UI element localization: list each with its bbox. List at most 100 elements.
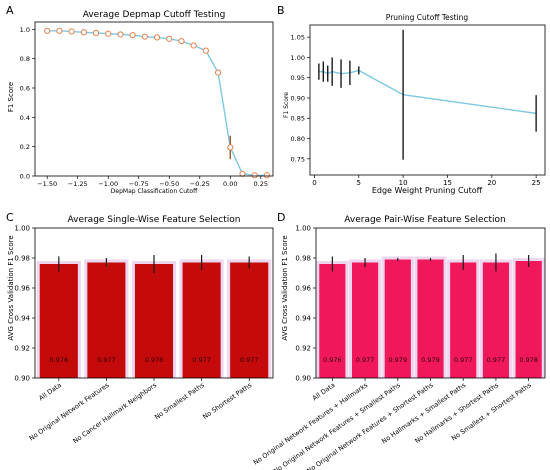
x-tick-label: 15 — [443, 179, 452, 187]
y-tick-label: 0.98 — [295, 255, 311, 263]
bar-value-label: 0.977 — [192, 356, 211, 364]
data-point — [105, 30, 112, 37]
y-tick-label: 0.6 — [20, 85, 30, 93]
panel-a-ticks: −1.50 −1.25 −1.00 −0.75 −0.50 −0.25 0.00 0.25 0.… — [20, 26, 268, 188]
series-line — [318, 69, 537, 115]
x-tick-label: −0.75 — [129, 180, 149, 188]
data-point — [56, 27, 63, 34]
bar-value-label: 0.976 — [145, 356, 164, 364]
series-line — [47, 30, 267, 176]
x-tick-label: No Original Network Features + Hallmarks — [252, 381, 370, 467]
data-point — [178, 37, 185, 45]
y-tick-label: 1.05 — [291, 34, 305, 42]
panel-d-plot-frame — [315, 227, 546, 379]
y-tick-label: 0.92 — [295, 345, 311, 353]
y-tick-label: 0.96 — [295, 285, 311, 293]
panel-a-title: Average Depmap Cutoff Testing — [83, 10, 226, 20]
y-tick-label: 0.85 — [291, 115, 305, 123]
bar-value-label: 0.977 — [240, 356, 259, 364]
bar-value-label: 0.977 — [454, 356, 473, 364]
panel-c-plot-frame — [34, 227, 274, 379]
y-tick-label: 0.90 — [291, 94, 305, 102]
panel-a-x-axis-label: DepMap Classification Cutoff — [111, 188, 198, 195]
x-tick-label: −1.50 — [37, 180, 57, 188]
bar — [319, 264, 346, 378]
panel-b-ticks: 0 5 10 15 20 25 0.75 0.80 0.85 0.90 0.95 1.00 1.05 — [291, 34, 541, 187]
panel-c-title: Average Single-Wise Feature Selection — [67, 215, 240, 225]
bar — [87, 262, 126, 378]
y-tick-label: 0.2 — [20, 143, 30, 151]
y-tick-label: 0.4 — [20, 114, 30, 122]
x-tick-label: 20 — [487, 179, 496, 187]
panel-c-y-axis-label: AVG Cross Validation F1 Score — [7, 235, 15, 340]
panel-a-y-axis-label: F1 Score — [7, 82, 15, 112]
y-tick-label: 0.75 — [291, 155, 305, 163]
panel-b-plot-frame — [309, 24, 546, 176]
x-tick-label: 0 — [312, 179, 316, 187]
panel-b-letter: B — [277, 4, 285, 17]
y-tick-label: 1.0 — [20, 26, 30, 34]
x-tick-label: 25 — [532, 179, 541, 187]
bar — [351, 262, 379, 378]
data-point — [68, 28, 75, 35]
data-point — [129, 32, 136, 39]
panel-d-title: Average Pair-Wise Feature Selection — [344, 215, 506, 225]
y-tick-label: 0.90 — [14, 375, 30, 383]
data-point — [44, 27, 51, 34]
panel-d-marks: 0.976 0.977 0.979 0.979 0.977 0.977 0.978 — [316, 253, 545, 378]
panel-c: C Average Single-Wise Feature Selection … — [6, 211, 274, 445]
data-point — [263, 172, 270, 179]
panel-b-y-axis-label: F1 Score — [283, 92, 290, 118]
panel-b-x-axis-label: Edge Weight Pruning Cutoff — [372, 186, 483, 195]
panel-b-marks — [318, 29, 537, 160]
x-tick-label: All Data — [37, 381, 63, 402]
y-tick-label: 0.96 — [14, 285, 30, 293]
data-point — [214, 69, 222, 76]
x-tick-label: No Smallest Paths — [153, 381, 206, 422]
data-point — [80, 29, 87, 36]
x-tick-label: −0.50 — [159, 180, 179, 188]
data-point — [117, 31, 124, 38]
y-tick-label: 0.80 — [291, 135, 305, 143]
bar-value-label: 0.978 — [519, 356, 538, 364]
bar-value-label: 0.977 — [97, 356, 116, 364]
y-tick-label: 0.94 — [14, 315, 30, 323]
bar — [384, 259, 411, 378]
x-tick-label: 0.25 — [254, 180, 268, 188]
bar — [417, 259, 444, 378]
bar — [450, 262, 477, 378]
y-tick-label: 1.00 — [291, 54, 305, 62]
bar-value-label: 0.979 — [421, 356, 440, 364]
y-tick-label: 1.00 — [295, 225, 311, 233]
data-point — [141, 33, 148, 40]
bar — [39, 264, 78, 378]
data-point — [227, 144, 234, 151]
data-point — [153, 34, 161, 41]
x-tick-label: No Original Network Features — [28, 381, 111, 443]
bar-value-label: 0.977 — [487, 356, 506, 364]
x-tick-label: No Cancer Hallmark Neighbors — [71, 381, 158, 445]
y-tick-label: 0.8 — [20, 55, 30, 63]
panel-a-marks — [44, 27, 270, 179]
panel-d-y-axis-label: AVG Cross Validation F1 Score — [281, 235, 289, 340]
panel-b-title: Pruning Cutoff Testing — [386, 13, 469, 22]
bar — [134, 264, 174, 378]
x-tick-label: No Original Network Features + Smallest … — [272, 381, 402, 470]
x-tick-label: 10 — [399, 179, 408, 187]
bar — [230, 262, 269, 378]
y-tick-label: 1.00 — [14, 225, 30, 233]
bar-value-label: 0.976 — [323, 356, 342, 364]
panel-d: D Average Pair-Wise Feature Selection AV… — [252, 211, 546, 470]
data-point — [92, 29, 100, 37]
x-tick-label: 5 — [357, 179, 361, 187]
data-point — [190, 42, 197, 49]
x-tick-label: No Shortest Paths — [201, 381, 254, 421]
panel-a: A Average Depmap Cutoff Testing DepMap C… — [6, 4, 274, 195]
panel-b: B Pruning Cutoff Testing Edge Weight Pru… — [277, 4, 546, 195]
panel-a-plot-frame — [34, 21, 274, 177]
bar-value-label: 0.979 — [388, 356, 407, 364]
y-tick-label: 0.94 — [295, 315, 311, 323]
x-tick-label: All Data — [311, 381, 337, 402]
bar-value-label: 0.976 — [49, 356, 68, 364]
